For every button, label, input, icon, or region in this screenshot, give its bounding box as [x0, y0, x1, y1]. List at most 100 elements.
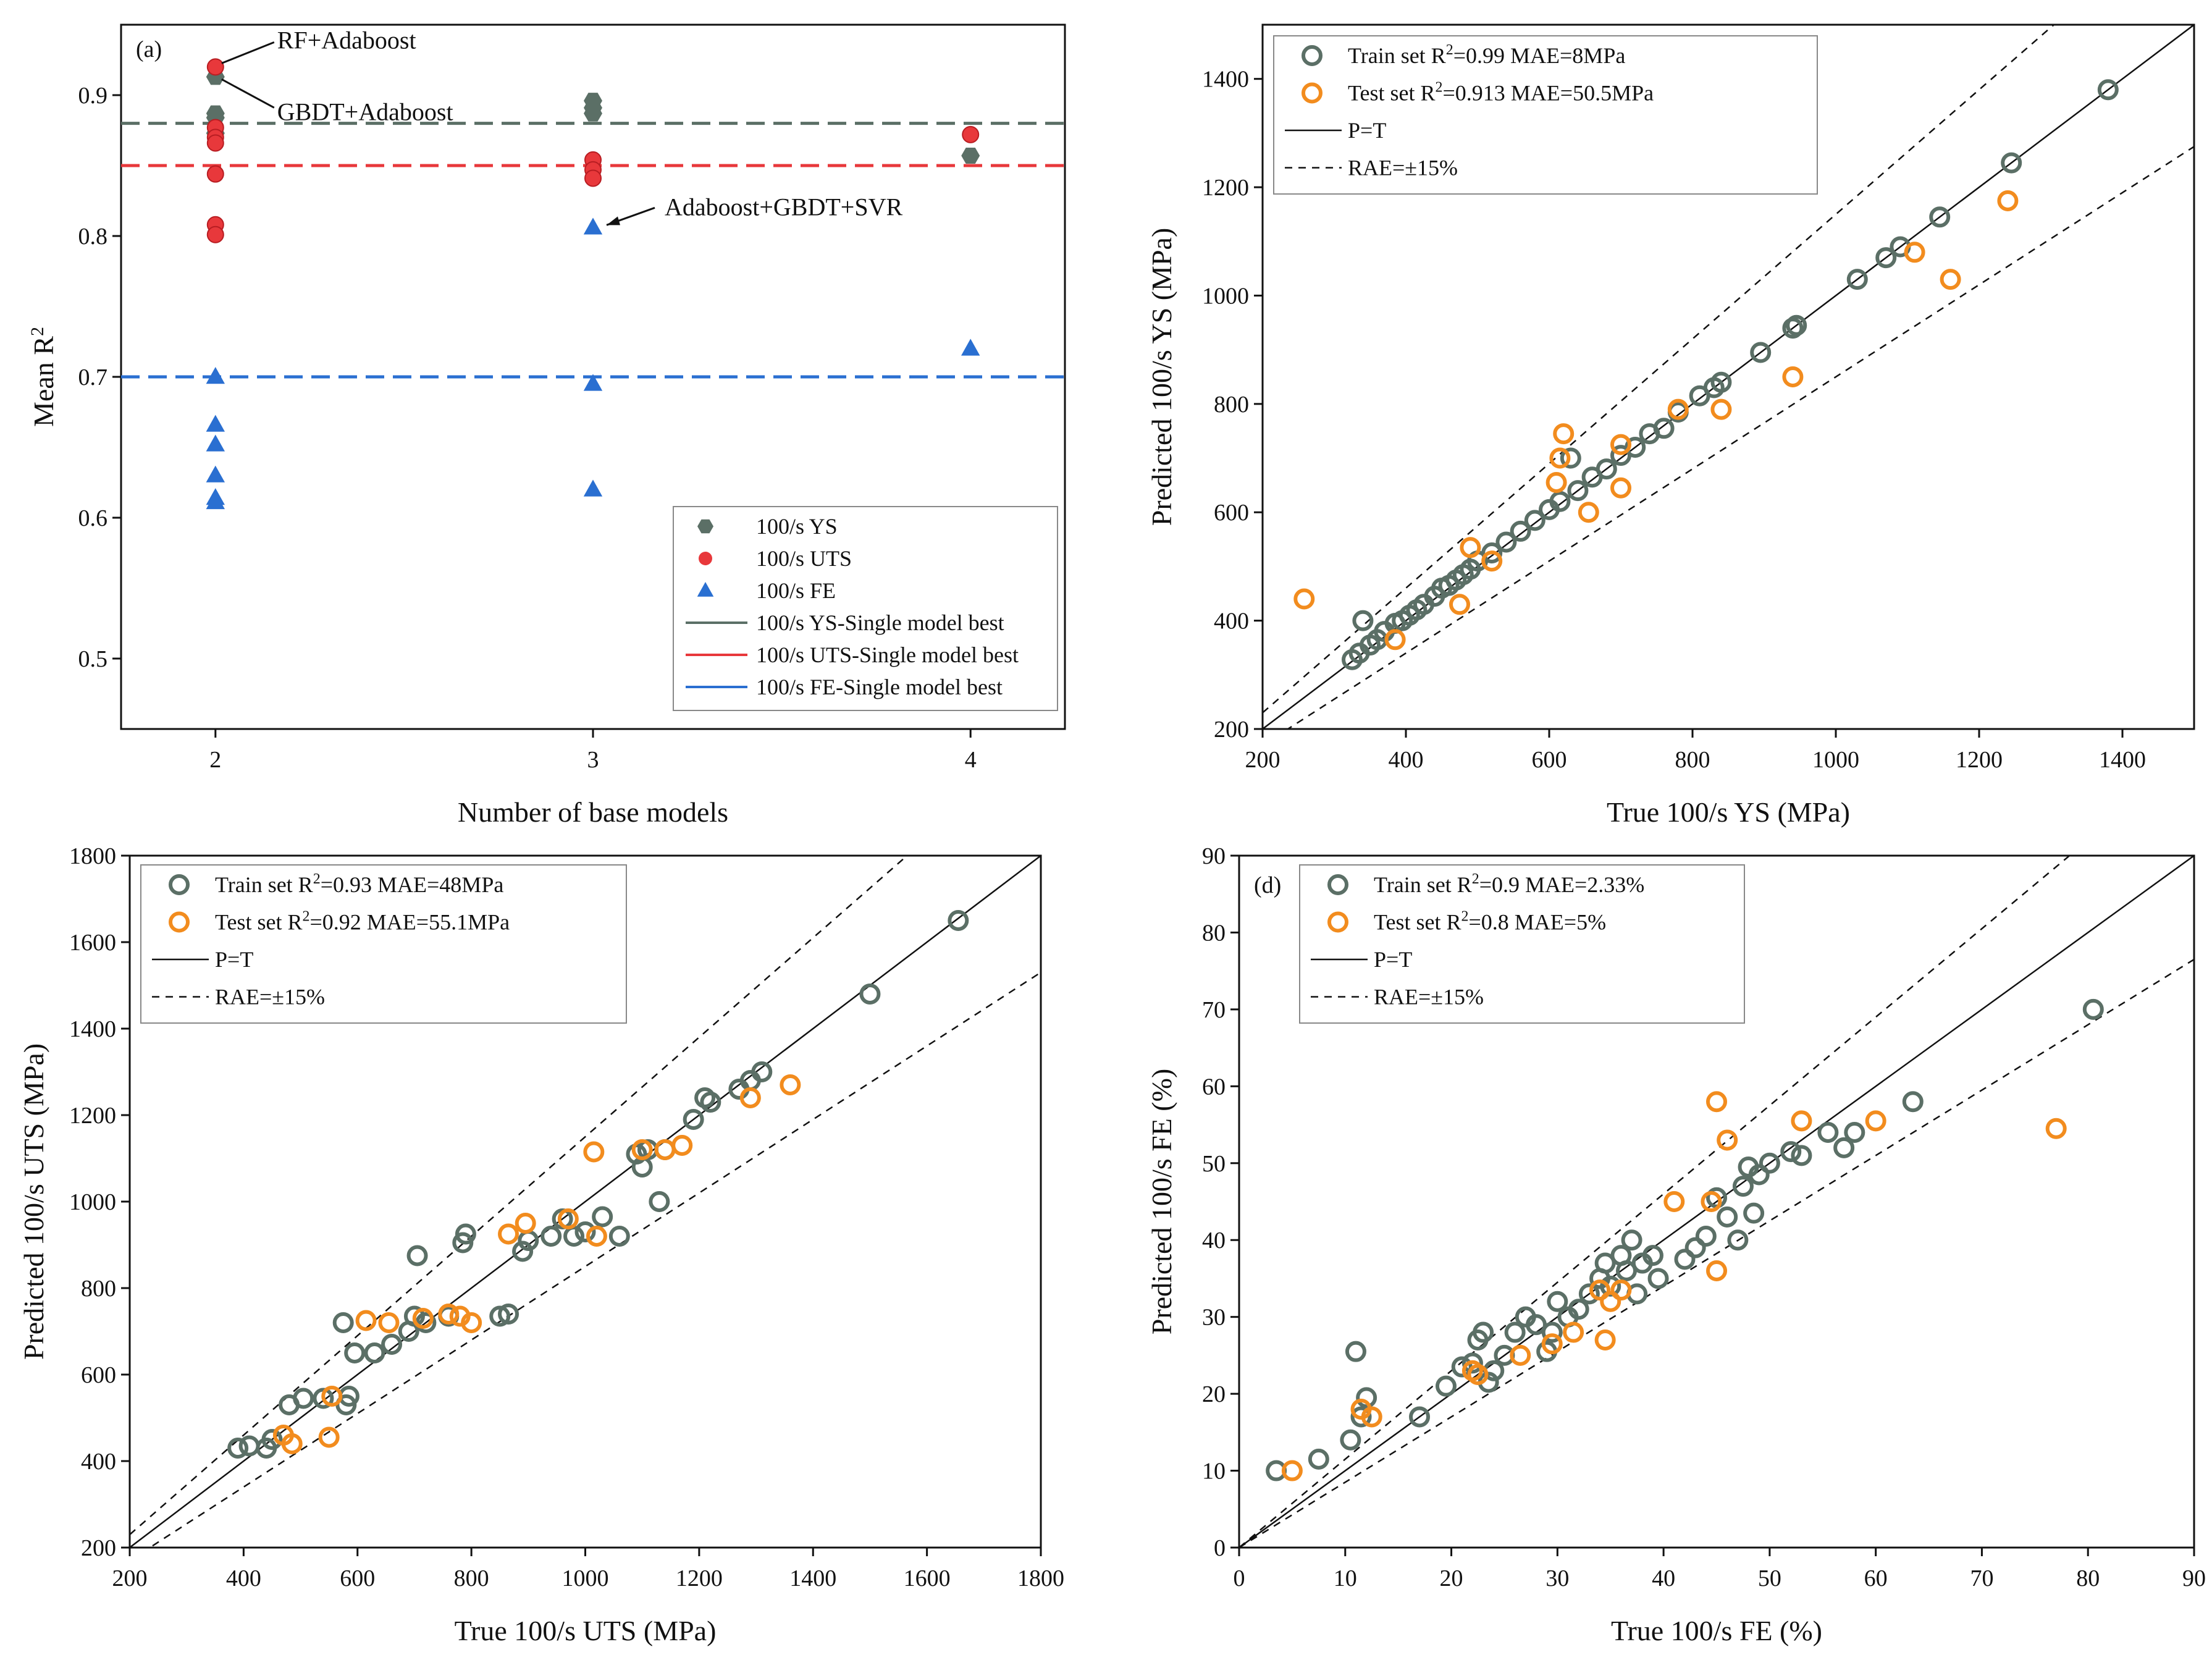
test-point	[1578, 502, 1599, 523]
annotation-label: RF+Adaboost	[277, 26, 416, 54]
legend-label: 100/s UTS-Single model best	[756, 643, 1019, 667]
train-point	[1481, 542, 1503, 563]
train-point	[1356, 1387, 1377, 1409]
train-point	[1695, 1226, 1717, 1247]
rae-upper-line	[1239, 856, 2071, 1548]
test-point	[2045, 1118, 2067, 1139]
test-point	[1710, 398, 1732, 420]
train-point	[1732, 1176, 1754, 1197]
fe-point	[583, 217, 603, 235]
plot-frame	[1261, 23, 2195, 730]
x-tick-label: 200	[1245, 747, 1281, 773]
test-point	[586, 1226, 607, 1247]
legend-label: 100/s YS	[756, 514, 838, 539]
train-point	[1409, 1406, 1431, 1428]
uts-point	[584, 169, 602, 187]
test-point	[1663, 1191, 1685, 1212]
train-point	[227, 1438, 249, 1459]
y-tick-label: 800	[81, 1276, 116, 1302]
legend-train-marker	[1327, 874, 1348, 895]
train-point	[1340, 1429, 1361, 1451]
train-point	[1615, 1260, 1637, 1281]
train-point	[498, 1304, 519, 1325]
test-point	[1782, 366, 1804, 387]
legend-label: P=T	[215, 947, 253, 972]
train-point	[2082, 998, 2104, 1020]
train-point	[1578, 1283, 1600, 1305]
test-point	[438, 1304, 460, 1325]
legend-uts-marker	[699, 552, 712, 565]
train-point	[1568, 1299, 1589, 1320]
train-point	[1621, 1229, 1642, 1251]
panel-b: 200 400 600 800 1000 1200 1400 200 400 600 800 1000…	[1146, 23, 2195, 828]
train-point	[1817, 1122, 1839, 1143]
train-point	[540, 1226, 562, 1247]
uts-point	[962, 125, 980, 143]
legend-label: RAE=±15%	[215, 985, 325, 1009]
train-point	[608, 1226, 630, 1247]
legend-label: Train set R2=0.93 MAE=48MPa	[215, 871, 503, 897]
train-point	[1653, 418, 1675, 439]
train-point	[1759, 1152, 1780, 1174]
train-point	[332, 1312, 354, 1333]
train-point	[238, 1435, 260, 1457]
train-point	[1833, 1137, 1855, 1158]
train-point	[1560, 447, 1581, 469]
train-point	[592, 1206, 613, 1228]
uts-point	[206, 225, 224, 243]
x-tick-label: 800	[454, 1565, 489, 1591]
legend-label: 100/s YS-Single model best	[756, 610, 1004, 635]
y-tick-label: 1200	[69, 1103, 116, 1129]
y-tick-label: 90	[1202, 843, 1226, 869]
test-point	[557, 1208, 579, 1229]
train-point	[1495, 531, 1517, 553]
y-tick-label: 1400	[69, 1016, 116, 1042]
panel-label: (a)	[136, 36, 162, 62]
fe-point	[583, 374, 603, 391]
y-tick-label: 60	[1202, 1074, 1226, 1100]
legend-test-marker	[1302, 82, 1323, 104]
x-tick-label: 1600	[904, 1565, 951, 1591]
train-point	[859, 984, 881, 1005]
x-tick-label: 600	[1532, 747, 1567, 773]
y-axis-title: Mean R2	[27, 327, 59, 427]
x-tick-label: 1400	[2099, 747, 2146, 773]
y-tick-label: 40	[1202, 1228, 1226, 1253]
x-tick-label: 200	[112, 1565, 148, 1591]
test-point	[1563, 1321, 1584, 1343]
legend-label: 100/s UTS	[756, 546, 852, 571]
test-point	[1589, 1279, 1611, 1301]
legend-label: Test set R2=0.8 MAE=5%	[1374, 909, 1606, 935]
train-point	[1435, 1375, 1457, 1397]
train-point	[1674, 1249, 1696, 1270]
train-point	[1846, 269, 1868, 290]
train-point	[1549, 491, 1571, 512]
train-point	[948, 910, 969, 931]
train-point	[1684, 1237, 1706, 1258]
x-axis-title: True 100/s YS (MPa)	[1607, 796, 1850, 828]
panel-c: 200 400 600 800 1000 1200 1400 1600 1800 200 400 60…	[18, 843, 1064, 1646]
legend-label: P=T	[1348, 118, 1386, 143]
train-point	[1567, 480, 1589, 502]
uts-point	[206, 134, 224, 152]
legend-box	[1273, 35, 1818, 195]
train-point	[364, 1342, 385, 1363]
legend-test-marker	[169, 911, 190, 933]
legend-box	[140, 864, 627, 1024]
train-point	[1473, 1321, 1494, 1343]
x-tick-label: 1800	[1017, 1565, 1064, 1591]
test-point	[461, 1312, 482, 1333]
test-point	[1481, 550, 1503, 572]
train-point	[1451, 1356, 1473, 1378]
annotation-arrowhead	[607, 216, 620, 225]
plot-frame	[1238, 854, 2195, 1549]
fe-point	[583, 479, 603, 497]
x-tick-label: 2	[209, 747, 221, 773]
test-point	[515, 1213, 536, 1234]
y-tick-label: 1000	[69, 1189, 116, 1215]
train-point	[1780, 1141, 1802, 1163]
y-tick-label: 1000	[1202, 283, 1249, 309]
legend-ys-marker	[697, 519, 713, 534]
test-point	[1594, 1329, 1616, 1350]
